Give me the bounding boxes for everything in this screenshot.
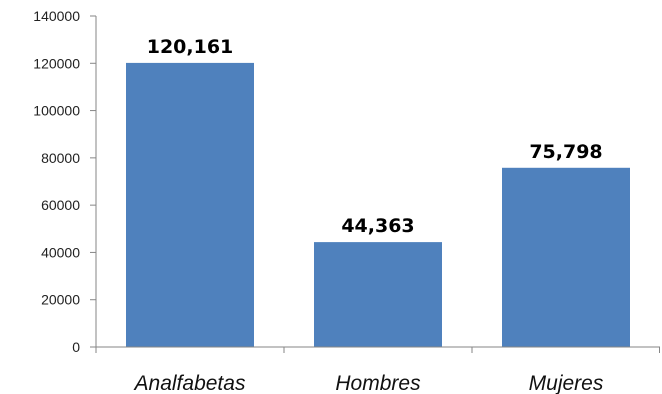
y-tick-label: 20000 bbox=[41, 292, 80, 308]
bars-group bbox=[126, 62, 630, 348]
y-tick-label: 0 bbox=[72, 339, 80, 355]
x-tick-label-analfabetas: Analfabetas bbox=[133, 372, 246, 394]
y-tick-label: 120000 bbox=[33, 55, 80, 71]
y-tick-label: 80000 bbox=[41, 150, 80, 166]
x-axis-ticks: Analfabetas Hombres Mujeres bbox=[133, 372, 604, 394]
data-label-mujeres: 75,798 bbox=[529, 141, 602, 163]
bar-mujeres bbox=[502, 167, 630, 347]
y-tick-label: 60000 bbox=[41, 197, 80, 213]
y-tick-label: 40000 bbox=[41, 244, 80, 260]
y-axis-ticks: 0 20000 40000 60000 80000 100000 120000 140000 bbox=[33, 8, 96, 355]
bar-analfabetas bbox=[126, 62, 254, 348]
data-labels: 120,161 44,363 75,798 bbox=[147, 36, 603, 237]
axes-group bbox=[95, 16, 660, 353]
data-label-hombres: 44,363 bbox=[341, 215, 414, 237]
data-label-analfabetas: 120,161 bbox=[147, 36, 234, 58]
y-tick-label: 140000 bbox=[33, 8, 80, 24]
x-tick-label-hombres: Hombres bbox=[335, 372, 421, 394]
bar-hombres bbox=[314, 242, 442, 347]
x-tick-label-mujeres: Mujeres bbox=[529, 372, 604, 394]
y-tick-label: 100000 bbox=[33, 103, 80, 119]
